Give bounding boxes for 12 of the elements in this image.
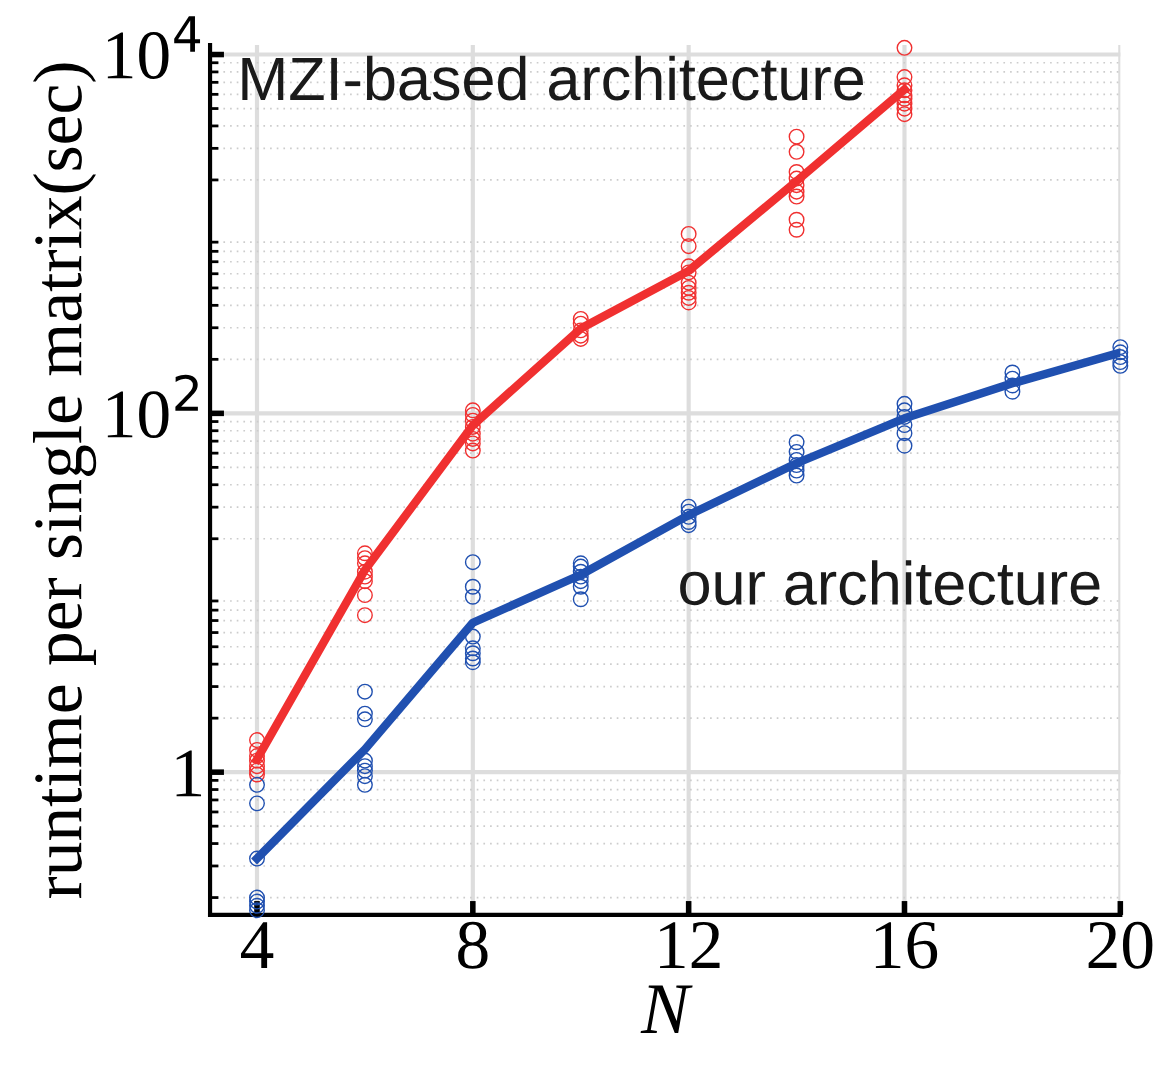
x-tick-label: 8 <box>458 921 488 969</box>
x-tick-label: 4 <box>241 922 274 968</box>
annotation: our architecture <box>680 560 1100 606</box>
y-tick-label: 1 <box>176 750 202 797</box>
annotation: MZI-based architecture <box>242 55 863 101</box>
x-tick-label: 16 <box>875 922 938 969</box>
y-axis-title: runtime per single matrix(sec) <box>33 63 97 899</box>
x-tick-label: 20 <box>1088 921 1153 969</box>
y-tick-label: 10$^{2}$ <box>107 374 198 439</box>
x-axis-title: N <box>640 985 693 1033</box>
y-tick-label: 10$^{4}$ <box>107 16 201 79</box>
x-tick-label: 12 <box>660 922 720 968</box>
